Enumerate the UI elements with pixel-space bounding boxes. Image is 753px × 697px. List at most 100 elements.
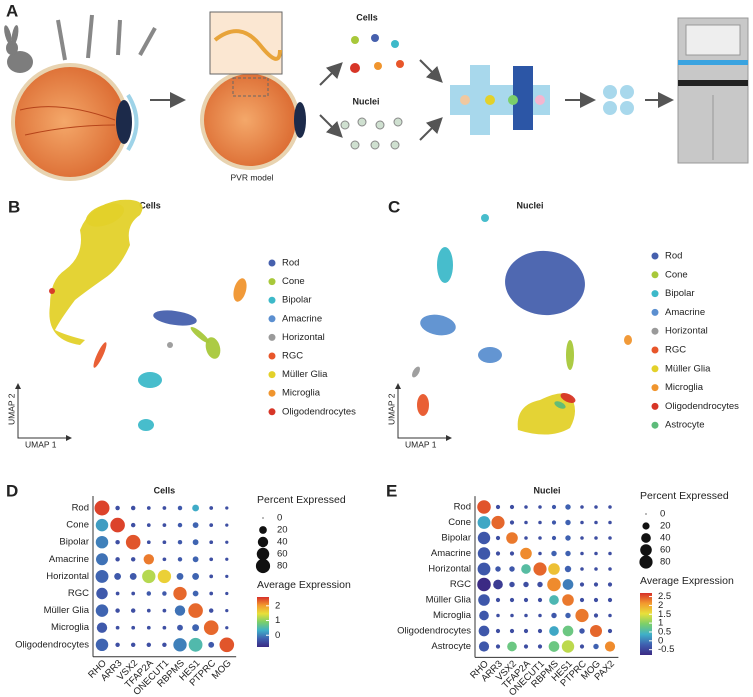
legend-label: Amacrine [665, 307, 705, 318]
dot [478, 625, 490, 637]
dot [146, 642, 152, 648]
dot [549, 595, 559, 605]
dot [495, 628, 501, 634]
dot [589, 624, 603, 638]
dot [551, 612, 557, 619]
dot [177, 539, 183, 545]
legend-label: Cone [665, 269, 688, 280]
colorbar-tick-label: 0.5 [658, 626, 671, 637]
dot [551, 520, 557, 525]
cluster [49, 288, 55, 294]
rabbit [4, 25, 33, 73]
dot [209, 540, 214, 545]
arrow [319, 114, 343, 138]
legend-swatch [651, 290, 659, 298]
dot [524, 536, 528, 540]
legend-swatch [651, 365, 659, 373]
dot [549, 626, 559, 636]
dot [477, 562, 491, 576]
legend-label: Oligodendrocytes [665, 401, 739, 412]
dot [565, 535, 571, 541]
cluster [138, 419, 154, 431]
size-key [259, 526, 267, 534]
dot [509, 628, 515, 634]
cluster [85, 203, 125, 227]
dot [146, 506, 151, 510]
panel-label: C [388, 197, 400, 216]
dot [209, 557, 214, 562]
dot [95, 535, 109, 549]
dot [562, 594, 574, 606]
eye-1 [11, 63, 139, 181]
dot [225, 626, 229, 630]
axis-arrowhead [395, 383, 452, 441]
dot [509, 551, 515, 556]
row-label: Rod [454, 502, 471, 513]
cluster [417, 394, 429, 416]
dot [477, 547, 491, 560]
panel-title: Nuclei [516, 200, 543, 210]
legend-swatch [651, 384, 659, 392]
legend-swatch [268, 371, 276, 379]
legend-title: Percent Expressed [257, 494, 346, 506]
cluster [190, 326, 210, 344]
axis-arrow [397, 385, 450, 439]
dot [129, 572, 137, 580]
dot [192, 539, 199, 546]
row-label: RGC [68, 588, 89, 599]
dot [551, 550, 557, 557]
dot [562, 579, 574, 590]
legend-label: Rod [665, 251, 682, 262]
dot [608, 567, 612, 571]
legend-swatch [268, 389, 276, 397]
legend-label: Microglia [665, 382, 704, 393]
dot [607, 597, 613, 603]
dot [533, 562, 547, 576]
dot [521, 564, 531, 574]
caption: Nuclei [352, 96, 379, 106]
dot [125, 534, 141, 550]
dot [176, 572, 184, 580]
dot [608, 536, 612, 540]
colorbar-tick-label: 1.5 [658, 609, 671, 620]
dot [146, 591, 152, 596]
size-key-label: 0 [660, 509, 665, 520]
row-label: Amacrine [431, 548, 471, 559]
row-label: Astrocyte [431, 641, 471, 652]
legend-swatch [268, 352, 276, 360]
dot [575, 608, 589, 623]
dot [177, 624, 183, 631]
cluster [566, 340, 574, 370]
dot [593, 643, 599, 650]
cluster [167, 342, 173, 348]
cluster [233, 278, 247, 302]
size-key-label: 0 [277, 513, 282, 524]
dot [96, 622, 108, 633]
colorbar-tick-label: 1 [275, 615, 280, 626]
dot [538, 551, 542, 556]
dot [110, 517, 125, 533]
dot [209, 523, 214, 527]
colorbar-tick-label: 0 [275, 630, 280, 641]
dot [209, 506, 214, 510]
dot [157, 569, 172, 584]
dot [177, 505, 183, 511]
row-label: Microglia [51, 622, 90, 633]
axis-label: UMAP 2 [6, 393, 16, 425]
cluster [138, 372, 162, 388]
dot [507, 641, 517, 652]
dot [496, 613, 500, 618]
dot [114, 572, 122, 580]
dot [95, 518, 109, 532]
dot [477, 516, 491, 529]
cluster [481, 214, 489, 222]
colorbar-tick-label: 0 [658, 635, 663, 646]
dot [538, 505, 542, 509]
colorbar-tick-label: 2 [658, 600, 663, 611]
dot [192, 522, 199, 528]
legend-title: Average Expression [257, 579, 351, 591]
dot [479, 610, 489, 621]
dot [537, 628, 543, 634]
dot [209, 591, 214, 596]
dot [495, 644, 501, 649]
